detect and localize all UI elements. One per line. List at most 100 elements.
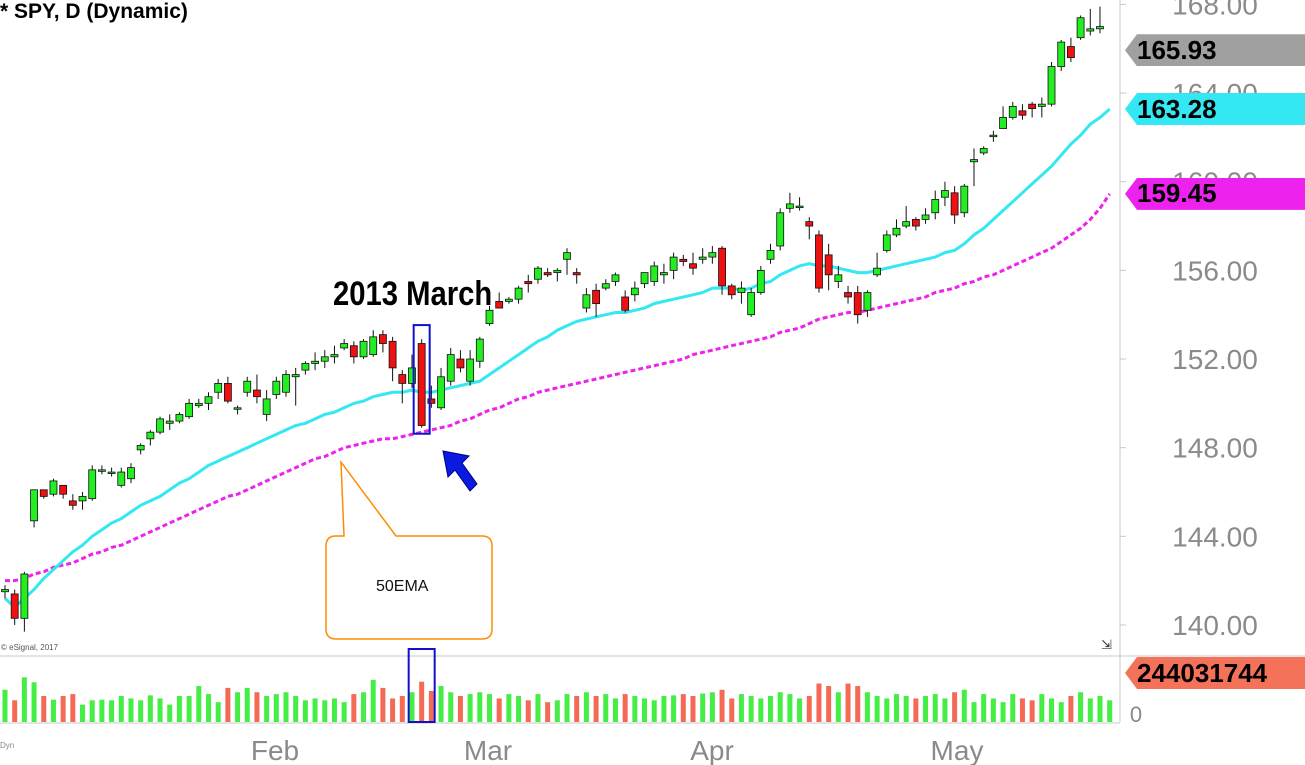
fast-forward-icon[interactable]: ⇲ — [1101, 637, 1112, 652]
candle-body — [524, 281, 533, 285]
candle — [253, 374, 261, 404]
candle — [815, 230, 823, 293]
volume-highlight-box — [407, 648, 436, 723]
candle — [291, 367, 300, 406]
candle-body — [1086, 28, 1095, 32]
volume-badge: 244031744 — [1125, 657, 1305, 689]
time-axis-labels: Feb Mar Apr May — [251, 735, 984, 765]
volume-bar — [826, 686, 832, 722]
candle-body — [572, 272, 581, 276]
candle — [272, 376, 281, 399]
chart-frame — [0, 0, 1305, 724]
volume-bar — [2, 689, 8, 722]
candle — [39, 489, 48, 499]
candle-body — [466, 358, 475, 382]
candle-body — [592, 289, 600, 305]
volume-bar — [438, 686, 444, 722]
candle-body — [563, 252, 571, 260]
price-candles — [1, 6, 1104, 632]
candle-body — [785, 203, 794, 209]
corner-label: Dyn — [0, 741, 15, 750]
candle-body — [1008, 105, 1017, 118]
time-axis-label: Mar — [464, 735, 512, 765]
candle-body — [39, 489, 48, 497]
candle-body — [504, 298, 513, 302]
candle-body — [262, 398, 271, 415]
candle-body — [1018, 110, 1027, 116]
candle-body — [1028, 103, 1037, 109]
volume-bar — [147, 695, 153, 722]
candle — [534, 265, 542, 284]
volume-bar — [12, 700, 18, 722]
candle — [359, 339, 368, 360]
volume-bar — [99, 699, 105, 722]
last-price-badge: 165.93 — [1125, 34, 1305, 67]
volume-bar — [118, 695, 124, 722]
candle-body — [718, 247, 726, 287]
candle — [127, 463, 135, 484]
volume-bar — [41, 695, 47, 722]
candle — [185, 398, 194, 419]
pointer-arrow — [442, 450, 478, 492]
volume-bar — [1068, 695, 1074, 722]
candle — [1037, 97, 1046, 118]
candle — [563, 248, 571, 275]
candle — [853, 285, 862, 324]
candle-body — [49, 480, 58, 495]
candle — [737, 281, 746, 304]
volume-tick-label: 0 — [1130, 702, 1142, 727]
candle — [698, 248, 707, 264]
volume-bar — [205, 694, 211, 722]
candle-body — [427, 398, 436, 404]
volume-bar — [806, 695, 812, 722]
volume-bar — [622, 694, 628, 722]
candle-body — [88, 469, 97, 500]
candle-body — [253, 389, 261, 398]
volume-bar — [1058, 702, 1064, 722]
volume-bar — [487, 694, 492, 722]
candle — [950, 186, 959, 224]
candle-body — [931, 199, 940, 214]
candle-body — [204, 396, 213, 404]
candle — [931, 190, 940, 220]
candle-body — [824, 254, 833, 276]
candle-body — [756, 269, 765, 293]
candle-body — [621, 296, 630, 311]
volume-bar — [428, 691, 434, 722]
candle — [495, 292, 504, 309]
volume-bar — [138, 700, 144, 722]
candle — [59, 484, 68, 499]
candle — [388, 336, 397, 382]
candle-body — [214, 383, 223, 393]
period-label: 2013 March — [333, 275, 493, 313]
candle — [999, 106, 1007, 129]
candle-body — [20, 573, 29, 619]
candle-body — [514, 287, 523, 300]
candle-body — [243, 380, 252, 393]
volume-bar — [448, 692, 454, 722]
volume-bar — [903, 695, 909, 722]
candle-body — [437, 376, 445, 409]
volume-bar — [864, 692, 870, 722]
chart-title: * SPY, D (Dynamic) — [0, 0, 188, 23]
volume-bar — [419, 681, 425, 722]
candle — [1047, 62, 1056, 107]
candle-body — [611, 274, 620, 282]
candle-body — [301, 363, 310, 371]
candle — [921, 208, 930, 224]
candle — [970, 148, 978, 187]
candle-highlight-box — [412, 324, 431, 435]
candle — [553, 268, 562, 282]
volume-bar — [1019, 698, 1025, 722]
candle — [165, 414, 174, 430]
candle — [320, 350, 329, 368]
candle — [960, 183, 969, 218]
candle-body — [689, 263, 697, 269]
volume-bar — [535, 694, 541, 722]
candle — [640, 272, 649, 289]
candle-body — [747, 292, 756, 316]
candle — [844, 285, 852, 304]
candle — [417, 339, 426, 428]
candle — [1076, 15, 1085, 40]
candle-body — [941, 190, 949, 198]
